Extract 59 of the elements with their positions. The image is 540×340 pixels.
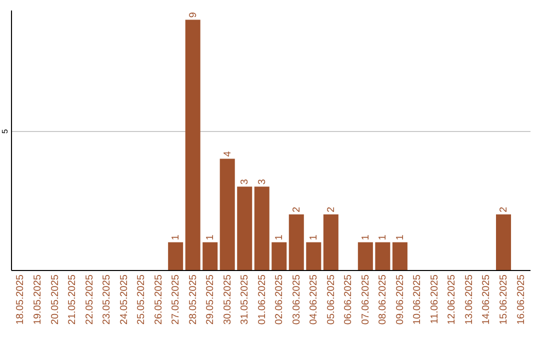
data-label: 2	[291, 206, 302, 212]
x-tick-label: 18.05.2025	[15, 274, 26, 325]
data-label: 9	[188, 12, 199, 18]
data-label: 1	[205, 234, 216, 240]
x-tick-label: 10.06.2025	[412, 274, 424, 325]
x-tick-label: 12.06.2025	[446, 274, 458, 325]
data-label: 1	[170, 234, 182, 240]
x-tick-label: 25.05.2025	[136, 274, 148, 325]
x-tick-label: 02.06.2025	[274, 274, 286, 325]
bar	[306, 242, 322, 270]
bar	[202, 242, 218, 270]
bar	[237, 186, 252, 270]
x-tick-label: 11.06.2025	[429, 274, 440, 324]
bar	[358, 242, 373, 270]
x-tick-label: 23.05.2025	[102, 274, 113, 325]
x-tick-label: 09.06.2025	[394, 274, 406, 325]
x-tick-label: 05.06.2025	[326, 274, 337, 325]
bar	[375, 242, 390, 270]
x-tick-label: 15.06.2025	[498, 274, 510, 325]
data-label: 3	[240, 178, 251, 185]
x-tick-label: 20.05.2025	[50, 274, 61, 325]
data-label: 1	[394, 234, 406, 240]
x-tick-label: 08.06.2025	[378, 274, 389, 325]
bar	[220, 158, 235, 270]
bar	[496, 214, 512, 270]
x-tick-label: 22.05.2025	[84, 274, 96, 325]
data-label: 4	[222, 150, 234, 157]
x-tick-label: 04.06.2025	[308, 274, 320, 325]
data-label: 3	[256, 178, 268, 185]
x-tick-label: 03.06.2025	[291, 274, 302, 325]
x-tick-label: 07.06.2025	[360, 274, 372, 325]
x-tick-label: 26.05.2025	[153, 274, 164, 325]
x-tick-label: 28.05.2025	[188, 274, 199, 325]
x-tick-label: 24.05.2025	[118, 274, 130, 325]
x-tick-label: 06.06.2025	[343, 274, 354, 325]
data-label: 1	[308, 234, 320, 240]
x-tick-label: 31.05.2025	[240, 274, 251, 325]
x-tick-label: 14.06.2025	[481, 274, 492, 325]
data-label: 1	[360, 234, 372, 240]
bar	[185, 20, 200, 270]
data-label: 2	[498, 206, 510, 212]
bar	[168, 242, 184, 270]
bar	[272, 242, 287, 270]
bar	[392, 242, 408, 270]
data-label: 1	[274, 234, 286, 240]
x-tick-label: 29.05.2025	[205, 274, 216, 325]
bar	[323, 214, 338, 270]
x-tick-label: 21.05.2025	[67, 274, 78, 325]
x-tick-label: 27.05.2025	[170, 274, 182, 325]
x-tick-label: 30.05.2025	[222, 274, 234, 325]
data-label: 1	[378, 234, 389, 240]
bar	[254, 186, 270, 270]
y-tick-label: 5	[0, 128, 10, 134]
data-label: 2	[326, 206, 337, 212]
x-tick-label: 13.06.2025	[464, 274, 475, 325]
x-tick-label: 19.05.2025	[32, 274, 44, 325]
bar	[288, 214, 304, 270]
x-tick-label: 01.06.2025	[256, 274, 268, 325]
x-tick-label: 16.06.2025	[516, 274, 527, 325]
